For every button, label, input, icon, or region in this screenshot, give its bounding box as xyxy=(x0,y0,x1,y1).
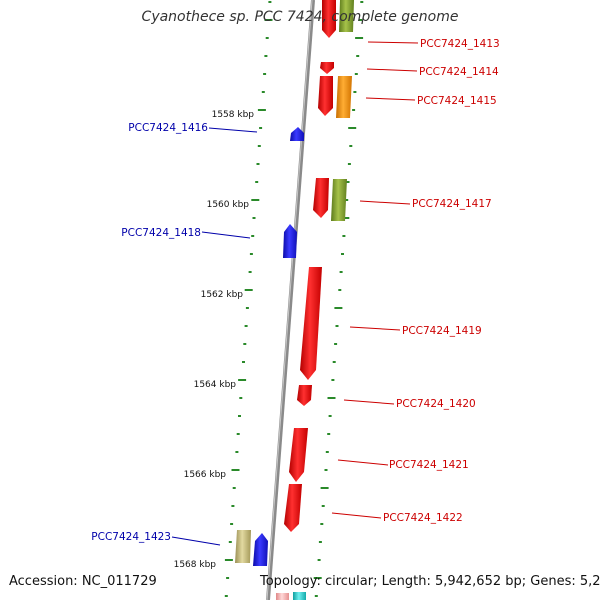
cyan-feature[interactable] xyxy=(293,592,306,600)
gene-feature-1419[interactable] xyxy=(300,267,322,380)
map-title: Cyanothece sp. PCC 7424, complete genome xyxy=(141,9,459,25)
gene-feature-1421[interactable] xyxy=(289,428,308,482)
kbp-label: 1562 kbp xyxy=(201,290,244,300)
label-leaders xyxy=(171,41,419,546)
olive-feature-top[interactable] xyxy=(339,0,354,32)
orange-feature[interactable] xyxy=(336,76,352,118)
genome-summary-text: Topology: circular; Length: 5,942,652 bp… xyxy=(260,574,600,589)
forward-features xyxy=(276,0,354,600)
gene-feature-1415[interactable] xyxy=(318,76,333,116)
gene-feature-1417[interactable] xyxy=(313,178,329,218)
pink-feature[interactable] xyxy=(276,593,289,600)
kbp-label: 1566 kbp xyxy=(184,470,227,480)
gene-feature-1416[interactable] xyxy=(290,127,304,141)
reverse-features xyxy=(235,127,304,566)
khaki-feature[interactable] xyxy=(235,530,251,563)
gene-label[interactable]: PCC7424_1417 xyxy=(412,198,492,210)
gene-feature-1413[interactable] xyxy=(322,0,336,38)
tick-track xyxy=(224,1,364,597)
kbp-label: 1568 kbp xyxy=(174,560,217,570)
olive-feature-mid[interactable] xyxy=(331,179,347,221)
gene-feature-1420[interactable] xyxy=(297,385,312,406)
gene-label[interactable]: PCC7424_1420 xyxy=(396,398,476,410)
gene-label[interactable]: PCC7424_1419 xyxy=(402,325,482,337)
gene-feature-1422[interactable] xyxy=(284,484,302,532)
gene-feature-1414[interactable] xyxy=(320,62,334,74)
kbp-scale: 1558 kbp 1560 kbp 1562 kbp 1564 kbp 1566… xyxy=(174,110,255,570)
accession-text: Accession: NC_011729 xyxy=(9,574,157,589)
gene-label[interactable]: PCC7424_1414 xyxy=(419,66,499,78)
kbp-label: 1558 kbp xyxy=(212,110,255,120)
gene-label[interactable]: PCC7424_1421 xyxy=(389,459,469,471)
gene-label[interactable]: PCC7424_1418 xyxy=(121,227,201,239)
kbp-label: 1564 kbp xyxy=(194,380,237,390)
gene-feature-1418[interactable] xyxy=(283,224,297,258)
gene-feature-1423[interactable] xyxy=(253,533,268,566)
gene-label[interactable]: PCC7424_1415 xyxy=(417,95,497,107)
kbp-label: 1560 kbp xyxy=(207,200,250,210)
genome-backbone xyxy=(266,0,315,600)
gene-labels: PCC7424_1413 PCC7424_1414 PCC7424_1415 P… xyxy=(91,38,499,543)
gene-label[interactable]: PCC7424_1416 xyxy=(128,122,208,134)
gene-label[interactable]: PCC7424_1413 xyxy=(420,38,500,50)
genome-backbone-highlight xyxy=(266,0,313,600)
gene-label[interactable]: PCC7424_1422 xyxy=(383,512,463,524)
gene-label[interactable]: PCC7424_1423 xyxy=(91,531,171,543)
